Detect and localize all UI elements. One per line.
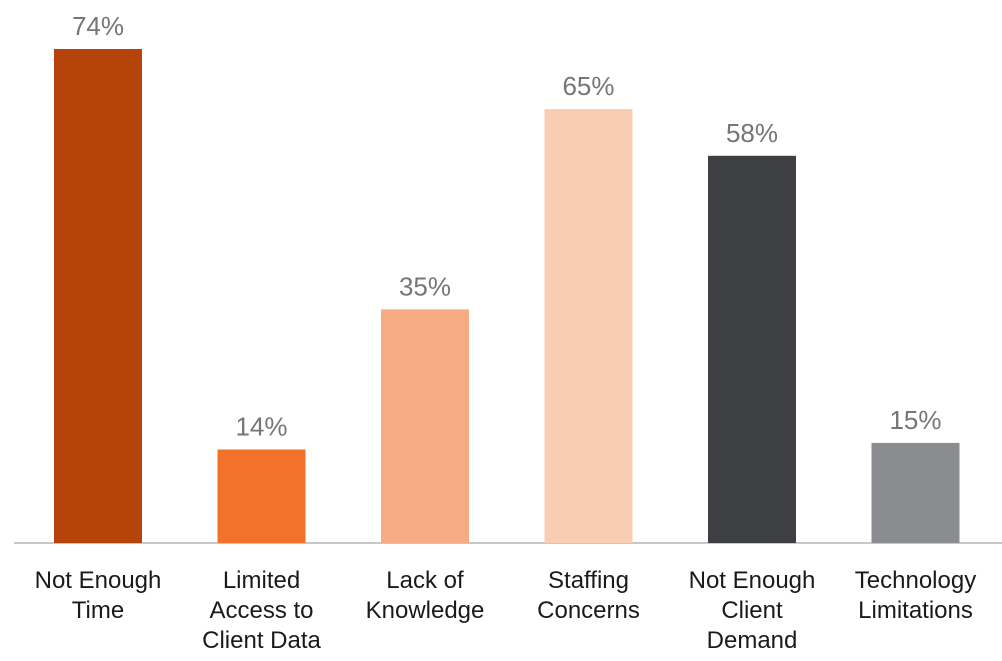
data-label: 15% xyxy=(889,405,941,435)
data-label: 14% xyxy=(235,412,287,442)
data-label: 65% xyxy=(562,71,614,101)
data-label: 74% xyxy=(72,11,124,41)
bar xyxy=(54,49,142,543)
bar xyxy=(544,109,633,543)
bar xyxy=(217,449,306,543)
bar xyxy=(708,155,796,544)
category-label: Lack of Knowledge xyxy=(365,567,485,624)
data-label: 58% xyxy=(726,118,778,148)
category-label: Not Enough Client Demand xyxy=(688,567,816,654)
category-label: Limited Access to Client Data xyxy=(202,567,321,654)
category-label: Technology Limitations xyxy=(854,567,977,624)
category-label: Staffing Concerns xyxy=(537,567,640,624)
category-label: Not Enough Time xyxy=(34,567,162,624)
bar xyxy=(381,309,469,543)
bar xyxy=(871,442,960,543)
data-label: 35% xyxy=(399,271,451,301)
